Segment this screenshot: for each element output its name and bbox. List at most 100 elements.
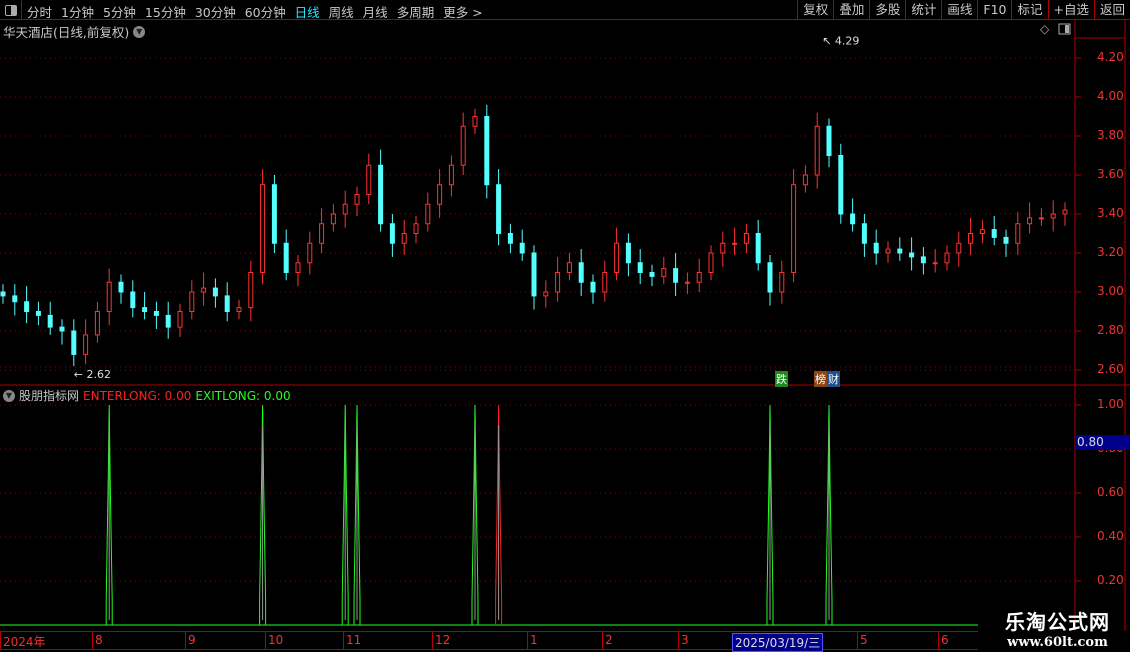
top-toolbar: 分时 1分钟 5分钟 15分钟 30分钟 60分钟 日线 周线 月线 多周期 更多 > 复权 叠加 多股… <box>0 0 1130 20</box>
period-tab[interactable]: 分时 <box>27 5 53 20</box>
candle <box>614 242 620 273</box>
candle <box>637 262 643 273</box>
candle <box>342 203 348 215</box>
event-tag[interactable]: 跌 <box>775 371 788 387</box>
tool-button[interactable]: 统计 <box>905 0 941 20</box>
candle <box>437 184 443 205</box>
chevron-down-icon[interactable]: ▼ <box>3 389 15 402</box>
candle <box>507 233 513 244</box>
period-tab[interactable]: 30分钟 <box>194 5 236 20</box>
candle <box>590 281 596 293</box>
signal-spike <box>353 404 361 625</box>
date-tick <box>527 632 528 650</box>
tool-button[interactable]: 多股 <box>869 0 905 20</box>
candle <box>661 268 667 277</box>
candle <box>59 326 65 332</box>
candle <box>791 184 797 273</box>
candle <box>484 116 490 186</box>
candle <box>885 248 891 254</box>
date-label: 3 <box>681 633 689 647</box>
date-tick <box>265 632 266 650</box>
date-label: 11 <box>346 633 362 647</box>
candle <box>354 194 360 205</box>
period-tab[interactable]: 周线 <box>328 5 354 20</box>
indicator-name[interactable]: 股朋指标网 <box>19 389 80 403</box>
candle <box>94 311 100 336</box>
candle <box>130 291 136 309</box>
indicator-header: ▼ 股朋指标网 ENTERLONG: 0.00 EXITLONG: 0.00 <box>3 387 291 404</box>
candle <box>979 229 985 235</box>
candle <box>12 295 18 303</box>
candle <box>991 229 997 238</box>
diamond-icon[interactable]: ◇ <box>1040 22 1050 36</box>
candle <box>543 291 549 297</box>
signal-spike <box>825 404 833 625</box>
period-tab[interactable]: 5分钟 <box>102 5 136 20</box>
event-tag[interactable]: 榜 <box>814 371 827 387</box>
panel-icon-fill <box>1065 25 1069 33</box>
period-tab[interactable]: 日线 <box>294 5 320 20</box>
low-label: ← 2.62 <box>74 368 111 381</box>
date-label: 2025/03/19/三 <box>732 633 824 652</box>
watermark-name: 乐淘公式网 <box>1005 610 1110 634</box>
date-tick <box>602 632 603 650</box>
date-axis: 2024年 8 9 10 11 12 1 2 3 2025/03/19/三 5 6 <box>0 631 978 652</box>
tool-button[interactable]: 标记 <box>1011 0 1047 20</box>
candle <box>165 314 171 328</box>
price-axis-label: 3.40 <box>1097 206 1124 220</box>
candle <box>24 301 30 312</box>
candle <box>0 291 6 297</box>
tool-button[interactable]: +自选 <box>1047 0 1094 20</box>
candle <box>307 242 313 264</box>
candle <box>142 307 148 313</box>
candle <box>472 116 478 127</box>
candle <box>248 272 254 309</box>
date-label: 9 <box>188 633 196 647</box>
candle <box>531 252 537 297</box>
date-tick <box>678 632 679 650</box>
tool-button[interactable]: F10 <box>977 0 1011 20</box>
period-tab[interactable]: 更多 > <box>443 5 483 20</box>
candle <box>696 272 702 283</box>
candle <box>35 311 41 316</box>
price-axis-label: 4.20 <box>1097 50 1124 64</box>
tool-button[interactable]: 叠加 <box>833 0 869 20</box>
candle <box>401 233 407 244</box>
candle <box>201 287 207 293</box>
candle <box>519 242 525 254</box>
period-tab[interactable]: 多周期 <box>396 5 435 20</box>
watermark: 乐淘公式网 www.60lt.com <box>985 606 1130 650</box>
tool-button[interactable]: 复权 <box>797 0 833 20</box>
candle <box>153 311 159 316</box>
period-tab[interactable]: 月线 <box>362 5 388 20</box>
candle <box>47 314 53 328</box>
date-tick <box>857 632 858 650</box>
tool-button[interactable]: 画线 <box>941 0 977 20</box>
candle <box>720 242 726 254</box>
date-label: 1 <box>530 633 538 647</box>
tool-buttons: 复权 叠加 多股 统计 画线 F10 标记 +自选 返回 <box>797 0 1130 20</box>
candle <box>838 155 844 215</box>
candle <box>850 213 856 225</box>
date-tick <box>432 632 433 650</box>
price-axis-label: 3.80 <box>1097 128 1124 142</box>
candle <box>684 281 690 284</box>
period-tab[interactable]: 1分钟 <box>61 5 94 20</box>
candle <box>673 268 679 283</box>
event-tag[interactable]: 财 <box>827 371 840 387</box>
candle <box>861 223 867 244</box>
indicator-axis-label: 0.40 <box>1097 529 1124 543</box>
indicator-axis-label: 1.00 <box>1097 397 1124 411</box>
panel-icon[interactable] <box>1058 23 1071 35</box>
signal-spike <box>259 404 267 625</box>
candle <box>732 242 738 245</box>
panel-toggle-button[interactable] <box>0 0 22 20</box>
price-axis-label: 3.00 <box>1097 284 1124 298</box>
period-tab[interactable]: 60分钟 <box>244 5 286 20</box>
tool-button[interactable]: 返回 <box>1093 0 1130 20</box>
candle <box>578 262 584 283</box>
chevron-down-icon[interactable]: ▼ <box>133 25 146 38</box>
period-tab[interactable]: 15分钟 <box>144 5 186 20</box>
signal-spike <box>105 404 113 625</box>
